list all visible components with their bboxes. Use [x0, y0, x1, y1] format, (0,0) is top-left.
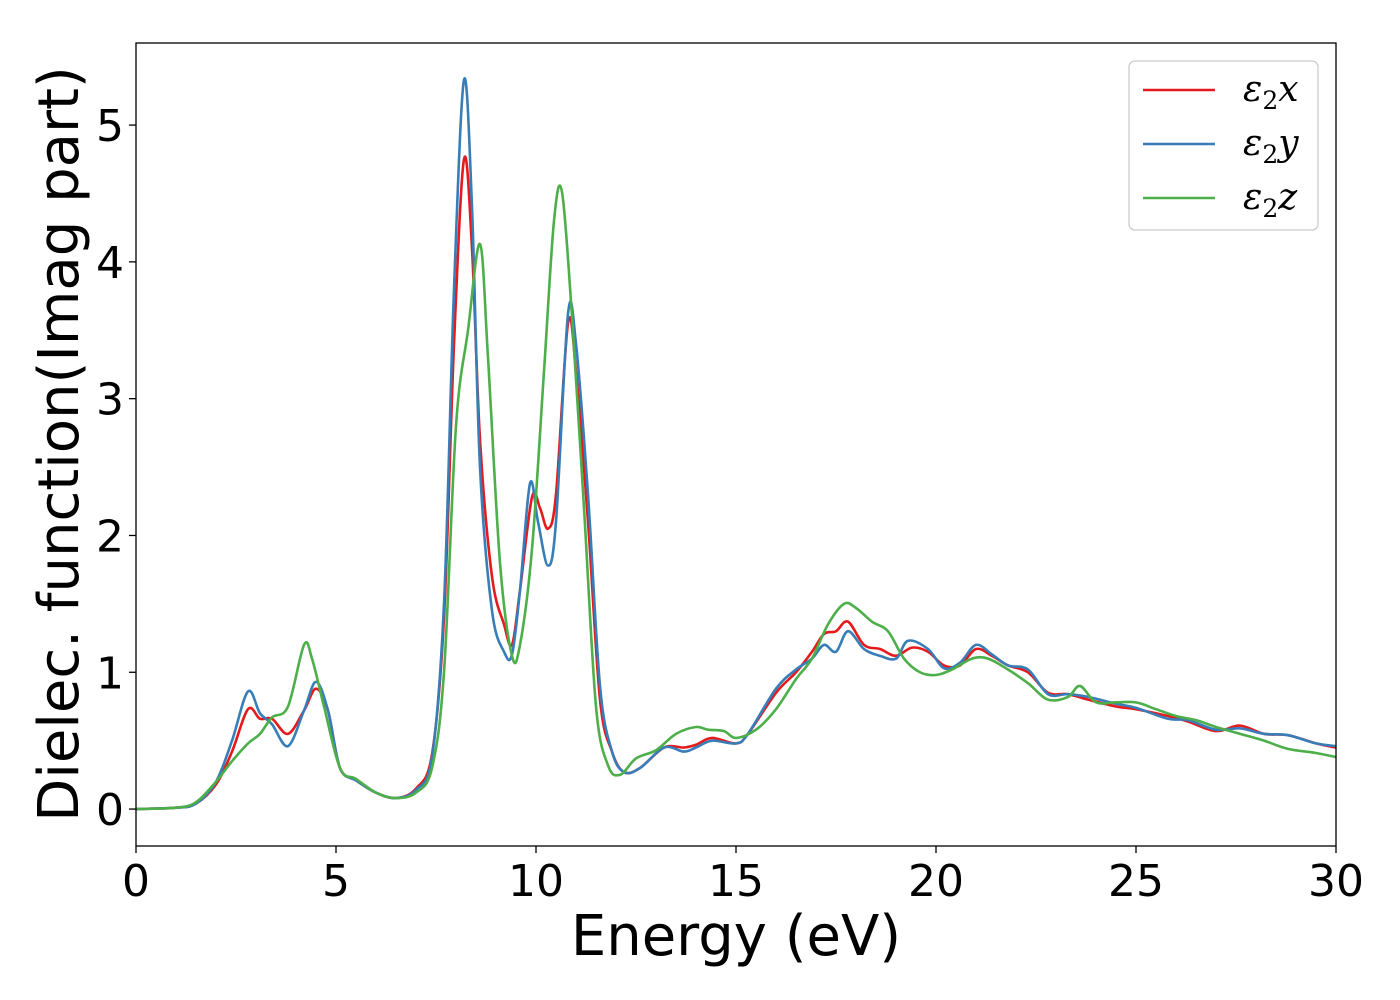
y-tick-label: 3	[96, 375, 124, 426]
x-tick-label: 30	[1308, 856, 1364, 907]
legend-label-y: ε2y	[1243, 123, 1299, 169]
legend: ε2x ε2y ε2z	[1128, 60, 1319, 231]
series-line-z	[135, 184, 1337, 811]
y-tick-label: 1	[96, 648, 124, 699]
x-tick-label: 5	[322, 856, 350, 907]
y-axis: 0 1 2 3 4 5	[96, 101, 136, 836]
legend-label-x: ε2x	[1243, 69, 1299, 115]
x-axis-title: Energy (eV)	[571, 904, 901, 969]
y-tick-label: 5	[96, 101, 124, 152]
series-lines	[135, 77, 1337, 811]
x-axis: 0 5 10 15 20 25 30	[122, 846, 1364, 907]
x-tick-label: 0	[122, 856, 150, 907]
y-tick-label: 2	[96, 511, 124, 562]
x-tick-label: 15	[708, 856, 764, 907]
y-tick-label: 0	[96, 785, 124, 836]
x-tick-label: 10	[508, 856, 564, 907]
x-tick-label: 25	[1108, 856, 1164, 907]
legend-label-z: ε2z	[1243, 177, 1298, 223]
y-tick-label: 4	[96, 238, 124, 289]
y-axis-title: Dielec. function(Imag part)	[27, 66, 92, 822]
x-tick-label: 20	[908, 856, 964, 907]
legend-frame	[1128, 60, 1319, 231]
